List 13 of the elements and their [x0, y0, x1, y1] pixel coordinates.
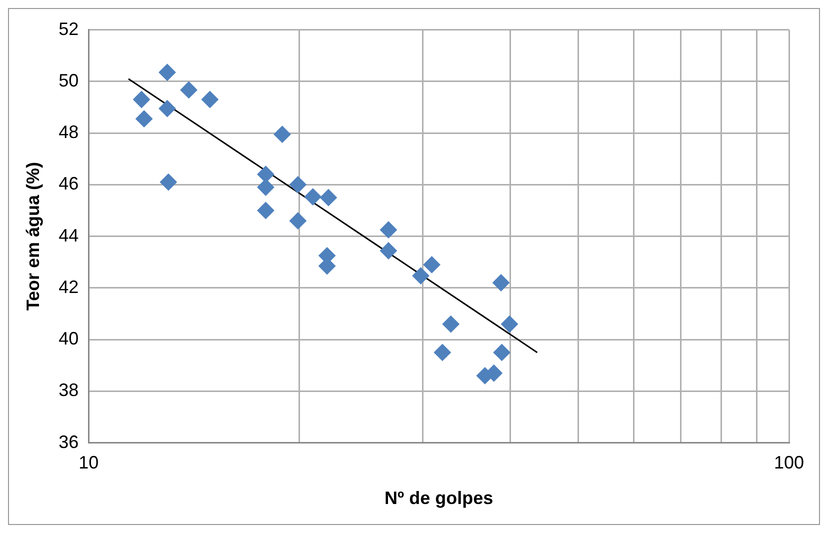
y-tick-label: 38	[58, 380, 79, 400]
y-axis-title: Teor em água (%)	[22, 162, 43, 311]
y-tick-label: 52	[58, 18, 79, 39]
y-tick-label: 44	[58, 225, 79, 246]
y-tick-label: 36	[58, 432, 79, 452]
x-axis-title: Nº de golpes	[384, 488, 494, 508]
y-tick-label: 50	[58, 70, 79, 90]
y-tick-label: 46	[58, 174, 79, 194]
y-tick-label: 42	[58, 276, 79, 297]
y-tick-label: 40	[58, 328, 79, 349]
x-tick-label: 100	[774, 452, 804, 473]
y-tick-label: 48	[58, 122, 79, 142]
x-tick-label: 10	[78, 452, 99, 473]
